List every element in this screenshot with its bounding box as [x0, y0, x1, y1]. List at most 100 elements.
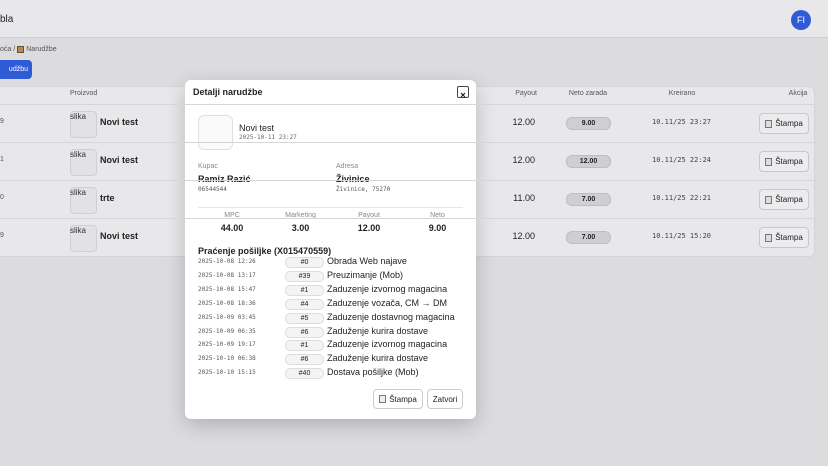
column-header: Payout [515, 90, 537, 97]
print-icon [765, 195, 773, 204]
product-name: Novi test [239, 123, 275, 133]
tracking-text: Zaduženje kurira dostave [327, 353, 429, 364]
column-header: Neto zarada [568, 90, 608, 97]
stat-label: Marketing [285, 212, 316, 219]
image-alt: slika [70, 112, 87, 121]
tracking-code: #6 [285, 326, 324, 338]
neto-badge: 7.00 [566, 193, 611, 206]
created-date: 10.11/25 15:20 [652, 232, 712, 240]
product-image [70, 225, 97, 252]
tracking-date: 2025-10-09 03:45 [198, 313, 256, 321]
row-divider [0, 218, 814, 219]
tracking-text: Zaduzenje izvornog magacina [327, 283, 448, 294]
row-divider [0, 180, 814, 181]
stat-label: Neto [430, 212, 445, 219]
tracking-text: Zaduzenje dostavnog magacina [327, 311, 455, 322]
print-button[interactable]: Štampa [373, 389, 423, 409]
stat-value: 44.00 [220, 223, 244, 233]
product-image [70, 149, 97, 176]
breadcrumb-parent[interactable]: oća [0, 46, 12, 53]
new-order-button[interactable]: udžbu [0, 60, 32, 79]
print-button[interactable]: Štampa [759, 113, 809, 134]
stat-value: 9.00 [428, 223, 447, 233]
created-date: 10.11/25 22:21 [652, 194, 712, 202]
address-label: Adresa [336, 163, 359, 170]
tracking-code: #6 [285, 354, 324, 366]
tracking-text: Zaduženje kurira dostave [327, 325, 429, 336]
tracking-text: Zaduzenje vozača, CM → DM [327, 297, 448, 308]
stat-label: MPC [224, 212, 240, 219]
payout: 12.00 [512, 231, 535, 241]
payout: 12.00 [512, 155, 535, 165]
image-alt: slika [70, 150, 87, 159]
tracking-list: 2025-10-08 12:26 #0 Obrada Web najave 2025-… [198, 256, 468, 386]
column-header: Kreirano [668, 90, 696, 97]
row-divider [0, 104, 814, 105]
neto-badge: 9.00 [566, 117, 611, 130]
close-icon [460, 92, 466, 98]
close-button[interactable]: Zatvori [427, 389, 463, 409]
product-image [198, 115, 233, 150]
tracking-text: Dostava pošiljke (Mob) [327, 367, 419, 378]
tracking-code: #4 [285, 298, 324, 310]
payout: 12.00 [512, 117, 535, 127]
row-divider [0, 142, 814, 143]
tracking-date: 2025-10-08 12:26 [198, 258, 256, 265]
customer-name: Ramiz Razić [198, 174, 251, 184]
print-button[interactable]: Štampa [759, 189, 809, 210]
neto-badge: 12.00 [566, 155, 611, 168]
stats: MPC 44.00 Marketing 3.00 Payout 12.00 Neto 9.00 [198, 212, 473, 242]
tracking-date: 2025-10-09 19:17 [198, 341, 256, 349]
app-title: bla [0, 14, 14, 25]
product-name: Novi test [100, 155, 139, 165]
order-id: 9 [0, 232, 4, 239]
order-id: 0 [0, 194, 4, 201]
tracking-date: 2025-10-10 06:38 [198, 355, 256, 363]
product-image [70, 187, 97, 214]
box-icon [17, 46, 25, 53]
tracking-date: 2025-10-08 18:36 [198, 299, 256, 307]
close-icon-button[interactable] [457, 86, 469, 98]
breadcrumb: oća / Narudžbe [0, 46, 57, 53]
print-icon [765, 119, 773, 128]
print-button-label: Štampa [389, 394, 417, 404]
neto-badge: 7.00 [566, 231, 611, 244]
print-button[interactable]: Štampa [759, 227, 809, 248]
print-button-label: Štampa [775, 157, 803, 166]
avatar[interactable]: FI [791, 10, 811, 30]
tracking-text: Preuzimanje (Mob) [327, 269, 404, 280]
customer-phone: 06544544 [198, 186, 227, 193]
address-city: Živinice [336, 174, 370, 184]
image-alt: slika [70, 226, 87, 235]
modal-title: Detalji narudžbe [193, 87, 263, 97]
address-detail: Živinice, 75270 [336, 186, 391, 193]
tracking-date: 2025-10-08 13:17 [198, 271, 256, 279]
tracking-code: #5 [285, 312, 324, 324]
breadcrumb-current: Narudžbe [26, 46, 57, 53]
tracking-code: #1 [285, 284, 324, 296]
print-button[interactable]: Štampa [759, 151, 809, 172]
print-button-label: Štampa [775, 233, 803, 242]
top-bar [0, 0, 828, 38]
column-header: Akcija [788, 90, 808, 97]
tracking-text: Zaduzenje izvornog magacina [327, 339, 448, 350]
product-name: trte [100, 193, 115, 203]
tracking-date: 2025-10-10 15:15 [198, 369, 256, 377]
stat-value: 12.00 [357, 223, 381, 233]
column-header: Proizvod [70, 90, 98, 97]
image-alt: slika [70, 188, 87, 197]
breadcrumb-separator: / [13, 46, 16, 53]
product-date: 2025-10-11 23:27 [239, 134, 297, 141]
tracking-text: Obrada Web najave [327, 256, 407, 266]
product-name: Novi test [100, 117, 139, 127]
tracking-code: #40 [285, 368, 324, 380]
tracking-title: Praćenje pošiljke (X015470559) [198, 246, 332, 256]
tracking-code: #0 [285, 257, 324, 268]
product-name: Novi test [100, 231, 139, 241]
tracking-date: 2025-10-08 15:47 [198, 285, 256, 293]
stat-value: 3.00 [291, 223, 310, 233]
order-id: 1 [0, 156, 4, 163]
created-date: 10.11/25 23:27 [652, 118, 712, 126]
tracking-date: 2025-10-09 06:35 [198, 327, 256, 335]
